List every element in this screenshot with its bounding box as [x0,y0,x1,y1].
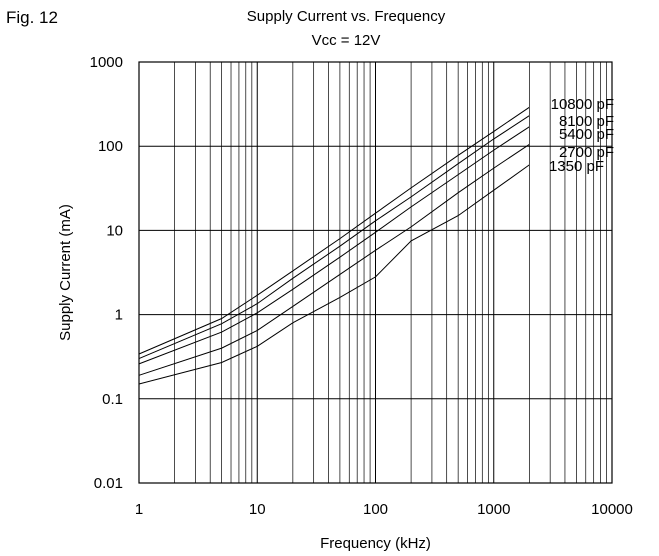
x-tick-label: 1 [135,501,143,518]
series-label: 8100 pF [559,113,614,130]
series-label: 1350 pF [549,158,604,175]
x-axis-label: Frequency (kHz) [320,535,431,552]
y-tick-label: 100 [98,138,123,155]
x-tick-label: 1000 [477,501,510,518]
series-label: 2700 pF [559,144,614,161]
series-line [138,126,530,365]
y-tick-label: 1 [115,307,123,324]
y-tick-labels: 0.01 0.1 1 10 100 1000 [90,54,123,492]
y-axis-label: Supply Current (mA) [57,204,74,341]
y-tick-label: 0.01 [94,475,123,492]
series-line [138,143,530,376]
series-line [138,164,530,385]
x-tick-label: 100 [363,501,388,518]
x-tick-labels: 1 10 100 1000 10000 [135,501,633,518]
plot-frame [138,61,613,484]
y-tick-label: 1000 [90,54,123,71]
x-tick-label: 10 [249,501,266,518]
series-line [138,106,530,355]
figure-label: Fig. 12 [6,8,58,27]
y-tick-label: 0.1 [102,391,123,408]
series-group [138,106,530,385]
x-tick-label: 10000 [591,501,633,518]
chart-title: Supply Current vs. Frequency [247,8,446,25]
series-label: 10800 pF [551,96,614,113]
grid [139,62,612,483]
chart-subtitle: Vcc = 12V [312,32,381,49]
series-label: 5400 pF [559,126,614,143]
series-line [138,115,530,360]
y-tick-label: 10 [106,222,123,239]
